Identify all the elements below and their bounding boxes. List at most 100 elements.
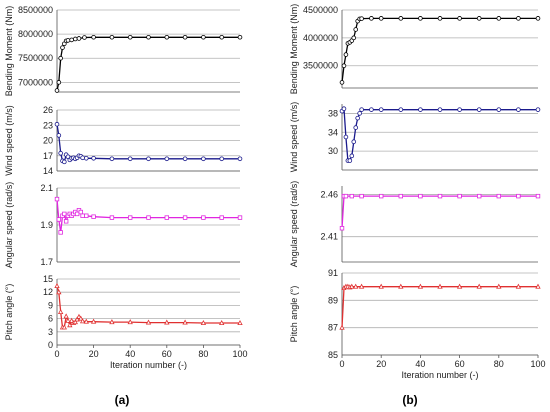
y-axis-label: Wind speed (m/s) — [4, 105, 14, 176]
x-tick-label: 20 — [376, 359, 386, 369]
y-axis-label: Pitch angle (°) — [289, 286, 299, 343]
data-point — [56, 80, 62, 85]
series-line — [341, 107, 538, 162]
y-tick-label: 2.46 — [320, 189, 338, 199]
data-point — [200, 319, 207, 325]
y-tick-label: 3500000 — [303, 61, 338, 71]
subplot-b-3: 2.41 2.46 Angular speed (rad/s) — [289, 181, 541, 268]
x-tick-label: 0 — [339, 359, 344, 369]
data-point — [353, 125, 359, 130]
data-point — [78, 209, 83, 215]
data-point — [61, 324, 67, 330]
data-point — [369, 107, 374, 112]
subplot-a-2: 14 17 20 23 26 Wind speed (m/s) — [4, 105, 243, 176]
data-point — [54, 88, 60, 93]
data-point — [58, 230, 63, 235]
data-point — [68, 317, 75, 323]
y-tick-label: 0 — [48, 340, 53, 350]
data-point — [83, 318, 89, 324]
y-axis-label: Bending Moment (Nm) — [289, 4, 299, 95]
data-point — [79, 318, 86, 324]
data-point — [456, 283, 463, 289]
data-point — [62, 159, 67, 165]
x-tick-label: 100 — [530, 359, 545, 369]
data-point — [437, 16, 443, 21]
data-point — [78, 315, 84, 321]
y-tick-label: 9 — [48, 300, 53, 310]
data-point — [358, 283, 365, 289]
data-point — [63, 313, 69, 319]
data-point — [398, 16, 404, 21]
data-point — [80, 213, 85, 218]
data-point — [351, 35, 357, 41]
data-point — [56, 289, 62, 295]
data-point — [359, 16, 364, 21]
data-point — [353, 283, 359, 289]
data-point — [535, 107, 541, 112]
y-tick-label: 20 — [43, 136, 53, 146]
data-point — [58, 55, 63, 61]
x-tick-label: 80 — [198, 349, 208, 359]
data-point — [349, 283, 355, 289]
y-tick-label: 26 — [43, 105, 53, 115]
data-point — [72, 319, 78, 325]
subplot-a-3: 1.7 1.9 2.1 Angular speed (rad/s) — [4, 182, 243, 268]
data-point — [109, 319, 115, 325]
data-point — [535, 16, 541, 21]
data-point — [76, 36, 82, 41]
x-tick-label: 0 — [54, 349, 59, 359]
data-point — [91, 214, 96, 219]
data-point — [237, 34, 243, 40]
data-point — [56, 133, 62, 138]
data-point — [378, 107, 384, 112]
y-tick-label: 4000000 — [303, 33, 338, 43]
data-point — [476, 283, 482, 289]
data-point — [83, 155, 89, 161]
data-point — [90, 318, 97, 324]
data-point — [109, 215, 115, 220]
data-point — [457, 16, 462, 21]
data-point — [91, 155, 96, 161]
data-point — [347, 158, 353, 163]
y-tick-label: 91 — [328, 268, 338, 278]
data-point — [54, 282, 60, 289]
data-point — [65, 317, 71, 323]
data-point — [69, 37, 74, 43]
data-point — [339, 80, 345, 85]
y-tick-label: 3 — [48, 327, 53, 337]
data-point — [145, 319, 152, 325]
data-point — [201, 34, 206, 40]
data-point — [164, 215, 169, 220]
y-tick-label: 8500000 — [18, 5, 53, 15]
data-point — [219, 215, 224, 220]
data-point — [127, 34, 133, 40]
y-tick-label: 87 — [328, 323, 338, 333]
x-axis-label: Iteration number (-) — [401, 370, 478, 380]
data-point — [496, 283, 502, 289]
data-point — [343, 52, 349, 57]
data-point — [351, 139, 357, 145]
y-axis-label: Angular speed (rad/s) — [289, 181, 299, 268]
y-tick-label: 4500000 — [303, 5, 338, 15]
data-point — [219, 34, 225, 40]
y-axis-label: Bending Moment (Nm) — [4, 6, 14, 97]
series-line — [341, 286, 538, 328]
data-point — [378, 283, 384, 289]
data-point — [378, 193, 384, 199]
data-point — [237, 156, 243, 162]
data-point — [80, 155, 85, 161]
x-tick-label: 40 — [125, 349, 135, 359]
data-point — [359, 193, 364, 199]
data-point — [359, 107, 364, 112]
data-point — [201, 215, 206, 220]
data-point — [496, 193, 501, 199]
data-point — [535, 283, 541, 289]
y-tick-label: 7500000 — [18, 53, 53, 63]
data-point — [164, 34, 170, 40]
data-point — [219, 156, 225, 162]
y-tick-label: 7000000 — [18, 77, 53, 87]
y-tick-label: 38 — [328, 108, 338, 118]
subplot-b-1: 3500000 4000000 4500000 Bending Moment (Nm) — [289, 4, 541, 95]
data-point — [182, 319, 188, 325]
